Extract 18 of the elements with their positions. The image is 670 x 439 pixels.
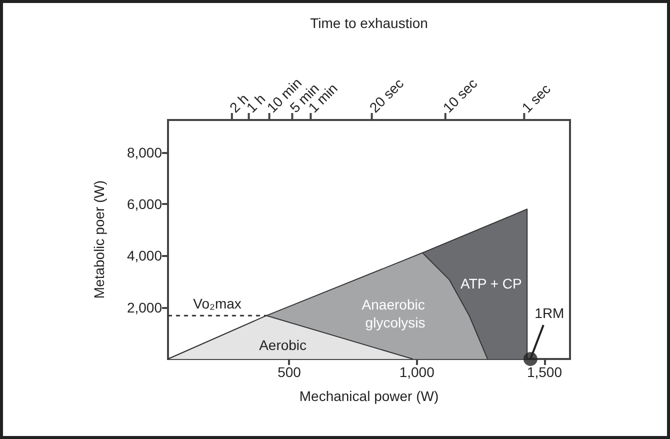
x-axis-title: Mechanical power (W) bbox=[299, 388, 439, 404]
x-tick-label: 1,000 bbox=[399, 364, 435, 380]
series-label: ATP + CP bbox=[460, 275, 522, 292]
text: 20 sec bbox=[366, 75, 407, 116]
series-label: Anaerobic glycolysis bbox=[362, 296, 429, 330]
y-tick-label: 4,000 bbox=[126, 248, 162, 264]
x-tick-label: 500 bbox=[278, 364, 302, 380]
y-axis-title: Metabolic poer (W) bbox=[91, 180, 107, 299]
y-tick-label: 8,000 bbox=[126, 144, 162, 160]
y-tick-label: 2,000 bbox=[126, 299, 162, 316]
text: 1 sec bbox=[518, 80, 554, 116]
y-tick-label: 6,000 bbox=[126, 196, 162, 212]
series-label: Vo₂max bbox=[193, 296, 242, 312]
x2-axis-title: Time to exhaustion bbox=[310, 15, 428, 31]
text: 10 sec bbox=[440, 75, 480, 116]
x-tick-label: 1,500 bbox=[526, 364, 562, 380]
series-label: Aerobic bbox=[259, 337, 307, 354]
text: 1RM bbox=[534, 305, 564, 321]
